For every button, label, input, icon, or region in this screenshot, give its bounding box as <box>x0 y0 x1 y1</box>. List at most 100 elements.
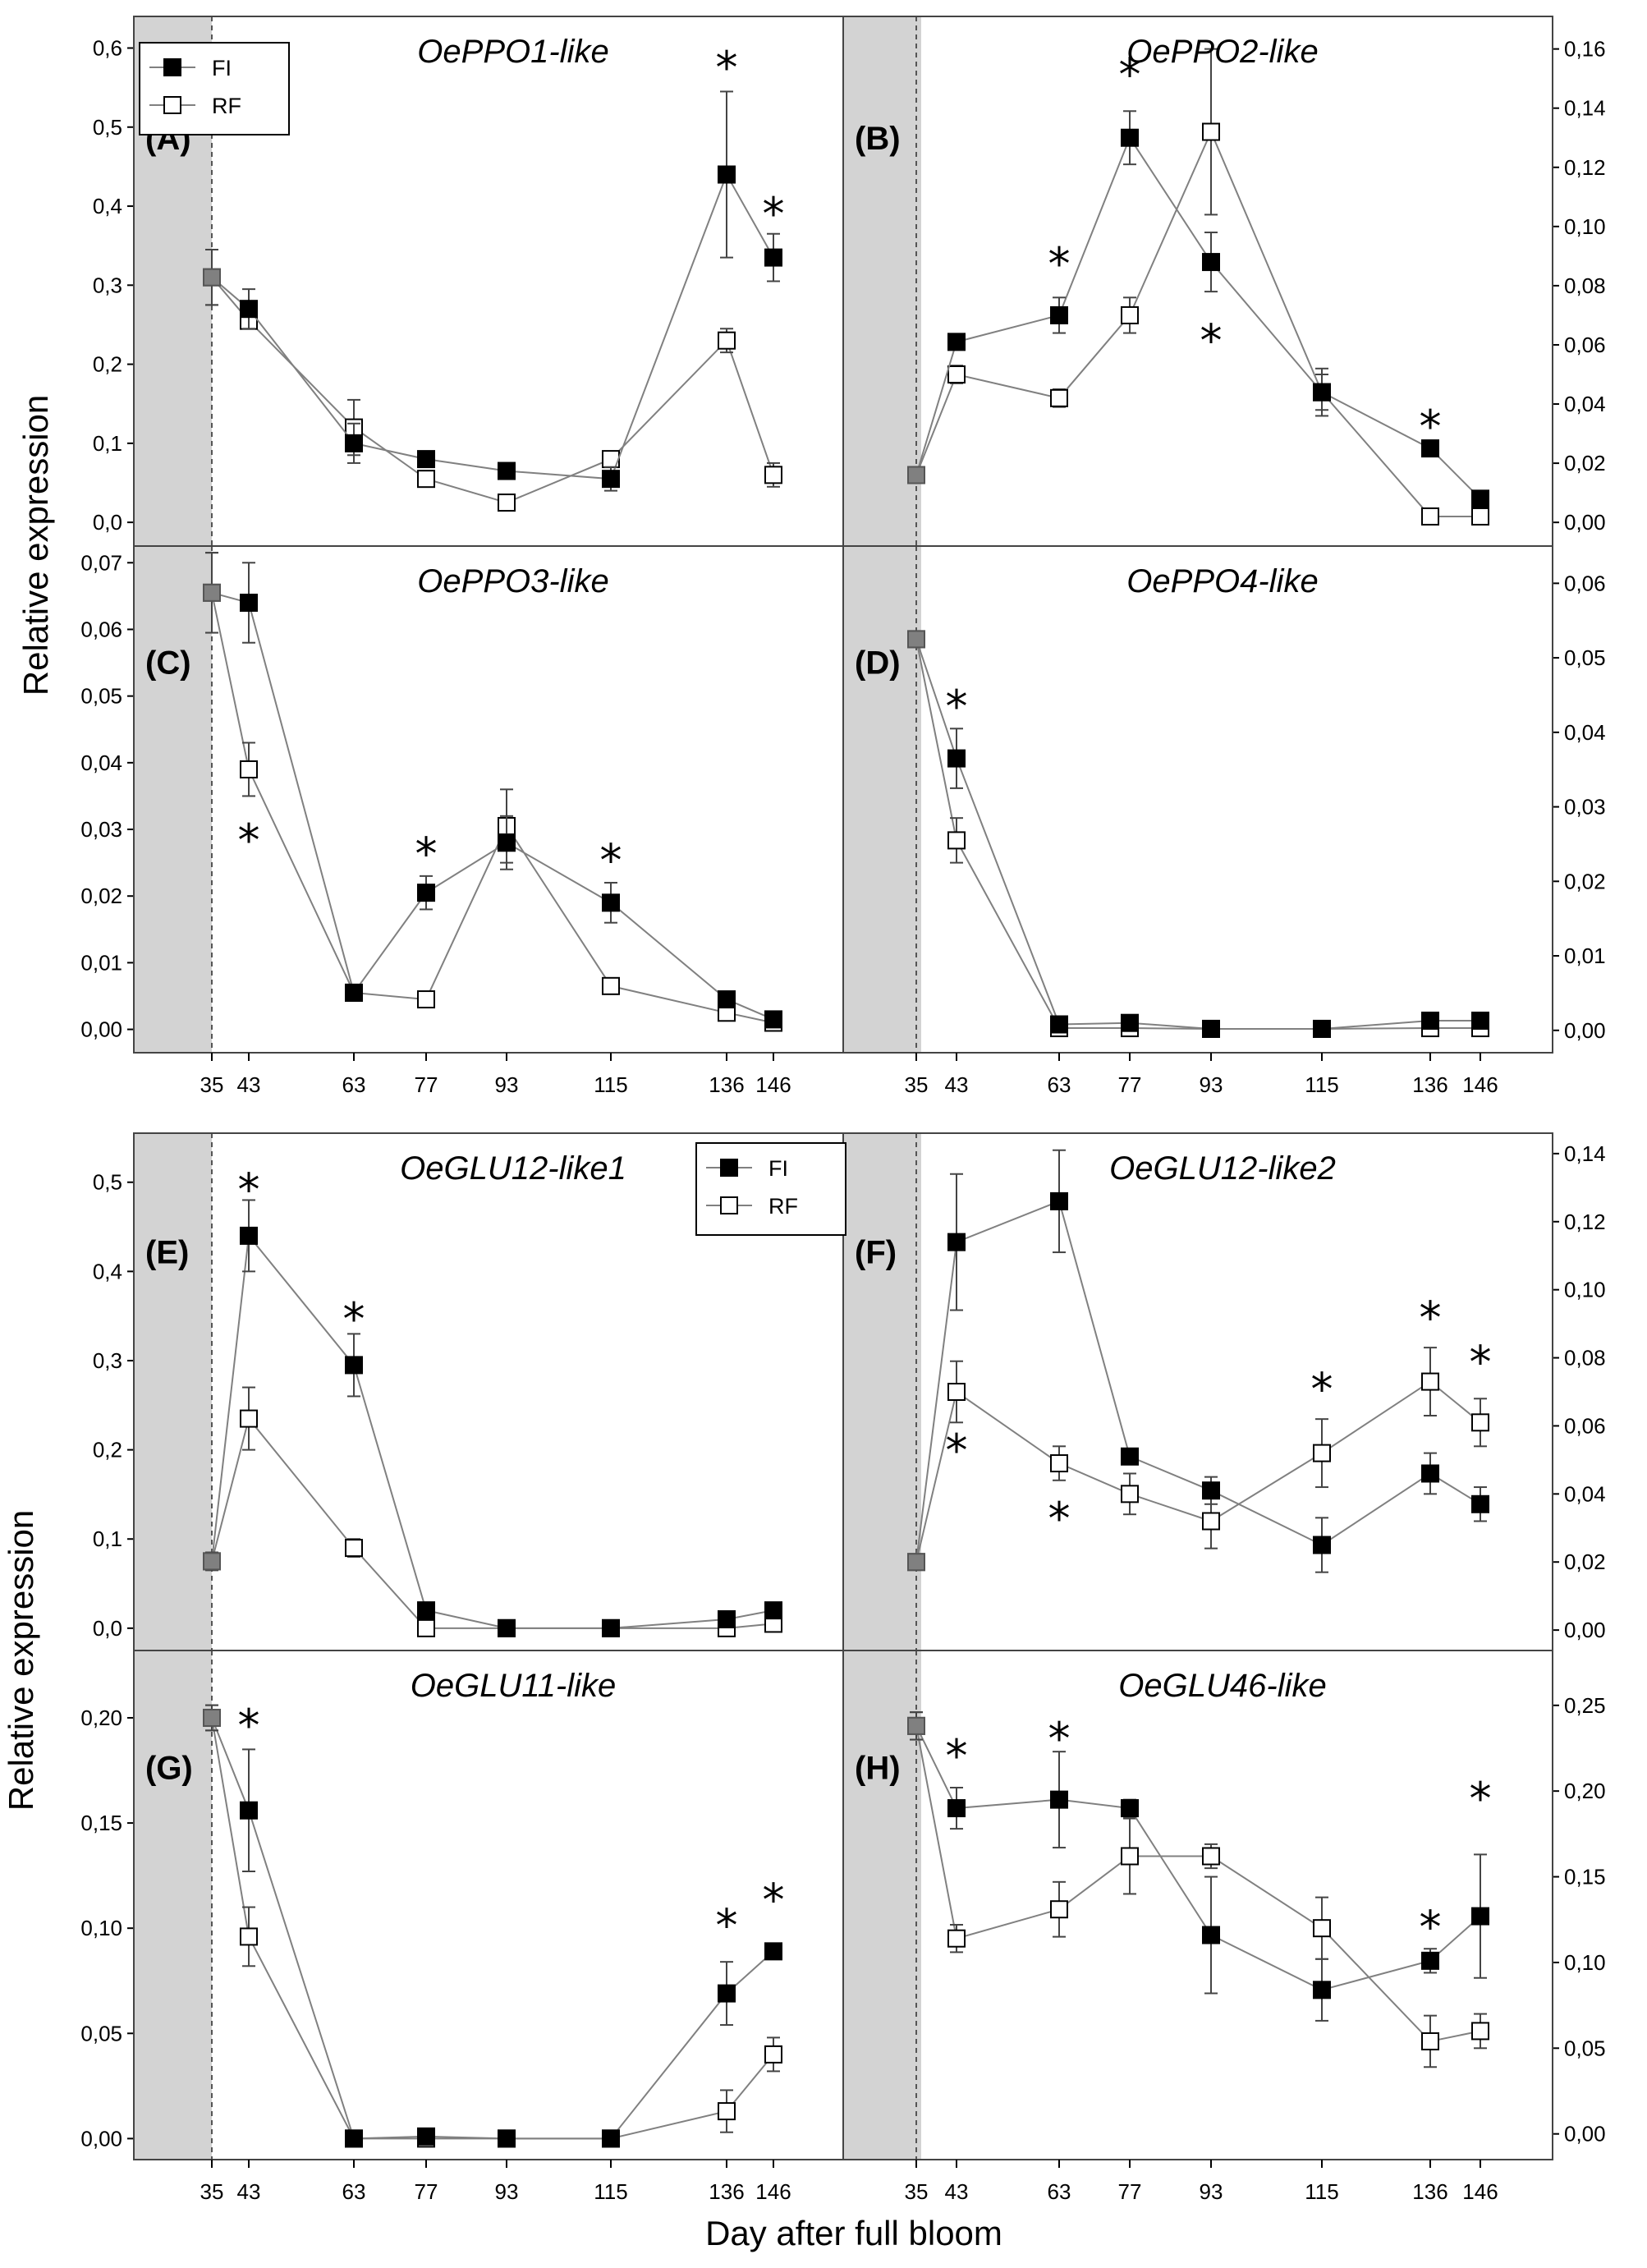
y-tick-label: 0,15 <box>80 1811 122 1835</box>
series-rf-line <box>915 1380 1481 1563</box>
legend-bottom: FI RF <box>695 1142 846 1236</box>
panel-title: OePPO4-like <box>1126 563 1318 599</box>
significance-star: * <box>716 1899 738 1951</box>
point-rf <box>1471 2022 1489 2041</box>
point-fi <box>498 2129 516 2148</box>
y-tick-label: 0,4 <box>93 194 122 218</box>
point-fi <box>718 990 736 1009</box>
point-fi <box>240 300 258 319</box>
significance-star: * <box>946 1425 968 1476</box>
y-tick-label: 0,00 <box>1564 2122 1606 2146</box>
point-rf <box>1471 1413 1489 1432</box>
significance-star: * <box>1119 48 1141 100</box>
point-fi <box>203 1552 221 1571</box>
panel-frame <box>842 1650 1553 2160</box>
point-fi <box>764 1601 782 1620</box>
panel-title: OePPO1-like <box>417 34 608 70</box>
y-tick-label: 0,07 <box>80 550 122 575</box>
y-tick-label: 0,1 <box>93 431 122 456</box>
y-tick-label: 0,04 <box>1564 1481 1606 1506</box>
point-fi <box>718 1609 736 1628</box>
point-rf <box>1121 1485 1139 1504</box>
y-tick-label: 0,4 <box>93 1259 122 1283</box>
y-tick-label: 0,03 <box>80 817 122 842</box>
x-tick-label: 35 <box>905 1072 929 1097</box>
significance-star: * <box>946 1730 968 1782</box>
x-tick-label: 35 <box>200 1072 224 1097</box>
x-tick-label: 43 <box>237 2179 261 2204</box>
point-fi <box>345 2129 363 2148</box>
point-fi <box>1202 1019 1220 1038</box>
y-tick-label: 0,0 <box>93 1616 122 1641</box>
significance-star: * <box>716 42 738 94</box>
y-tick-label: 0,00 <box>1564 1018 1606 1043</box>
x-tick-label: 77 <box>415 1072 438 1097</box>
point-fi <box>1421 1951 1439 1970</box>
point-fi <box>203 583 221 602</box>
point-fi <box>1471 1011 1489 1030</box>
y-tick-label: 0,10 <box>80 1916 122 1940</box>
x-tick-label: 77 <box>1118 2179 1142 2204</box>
y-tick-label: 0,01 <box>80 950 122 975</box>
panel-title: OeGLU12-like2 <box>1109 1150 1336 1187</box>
point-fi <box>1050 305 1068 324</box>
series-fi-line <box>915 135 1481 500</box>
significance-star: * <box>763 1875 785 1926</box>
point-rf <box>240 1927 258 1946</box>
shaded-region <box>843 1133 921 1650</box>
y-tick-label: 0,02 <box>80 884 122 908</box>
significance-star: * <box>1200 315 1223 367</box>
significance-star: * <box>1420 401 1442 452</box>
point-fi <box>1313 1019 1331 1038</box>
significance-star: * <box>1420 1902 1442 1954</box>
point-rf <box>1313 1444 1331 1462</box>
point-rf <box>498 494 516 512</box>
point-fi <box>1121 128 1139 147</box>
x-tick-label: 35 <box>905 2179 929 2204</box>
significance-star: * <box>238 1164 260 1216</box>
legend-box <box>139 42 290 135</box>
point-fi <box>498 833 516 852</box>
point-fi <box>1421 1464 1439 1483</box>
panel-title: OePPO3-like <box>417 563 608 599</box>
significance-star: * <box>763 188 785 240</box>
y-tick-label: 0,06 <box>1564 333 1606 357</box>
legend-box <box>695 1142 846 1236</box>
point-rf <box>1202 1512 1220 1531</box>
x-axis-ticks-top: 35 43 63 77 93 115 136 146 35 43 63 77 93 115 136 146 <box>200 1053 1498 1097</box>
point-fi <box>1471 489 1489 508</box>
y-tick-label: 0,02 <box>1564 451 1606 475</box>
point-rf <box>1202 122 1220 141</box>
x-tick-label: 93 <box>1200 1072 1223 1097</box>
x-tick-label: 146 <box>755 1072 791 1097</box>
panel-title: OePPO2-like <box>1126 34 1318 70</box>
point-rf <box>1202 1847 1220 1866</box>
point-rf <box>764 466 782 484</box>
point-fi <box>1121 1013 1139 1032</box>
y-tick-label: 0,03 <box>1564 795 1606 820</box>
x-tick-label: 115 <box>594 1072 627 1097</box>
y-tick-label: 0,05 <box>80 684 122 709</box>
significance-star: * <box>238 815 260 866</box>
point-fi <box>907 630 925 649</box>
chart-panels: 0,00,10,20,30,40,50,6 **OePPO1-like(A)0,0… <box>80 16 1606 2160</box>
legend-rf-marker <box>720 1196 738 1214</box>
point-rf <box>345 1539 363 1558</box>
x-axis-ticks-bottom: 35 43 63 77 93 115 136 146 35 43 63 77 93 115 136 146 <box>200 2160 1498 2204</box>
x-tick-label: 43 <box>945 1072 969 1097</box>
point-fi <box>1421 1011 1439 1030</box>
y-tick-label: 0,00 <box>1564 1618 1606 1642</box>
point-rf <box>417 470 435 489</box>
significance-star: * <box>946 681 968 732</box>
series-fi-line <box>211 591 774 1021</box>
point-rf <box>240 760 258 778</box>
point-rf <box>718 331 736 350</box>
significance-star: * <box>1048 238 1071 290</box>
point-fi <box>764 1010 782 1029</box>
y-tick-label: 0,00 <box>80 2126 122 2151</box>
shaded-region <box>134 1650 212 2160</box>
panel-d: 0,00 0,01 0,02 0,03 0,04 0,05 0,06 * OePPO4-like… <box>842 545 1606 1054</box>
y-tick-label: 0,25 <box>1564 1693 1606 1718</box>
panel-title: OeGLU12-like1 <box>400 1150 626 1187</box>
point-fi <box>240 1226 258 1245</box>
